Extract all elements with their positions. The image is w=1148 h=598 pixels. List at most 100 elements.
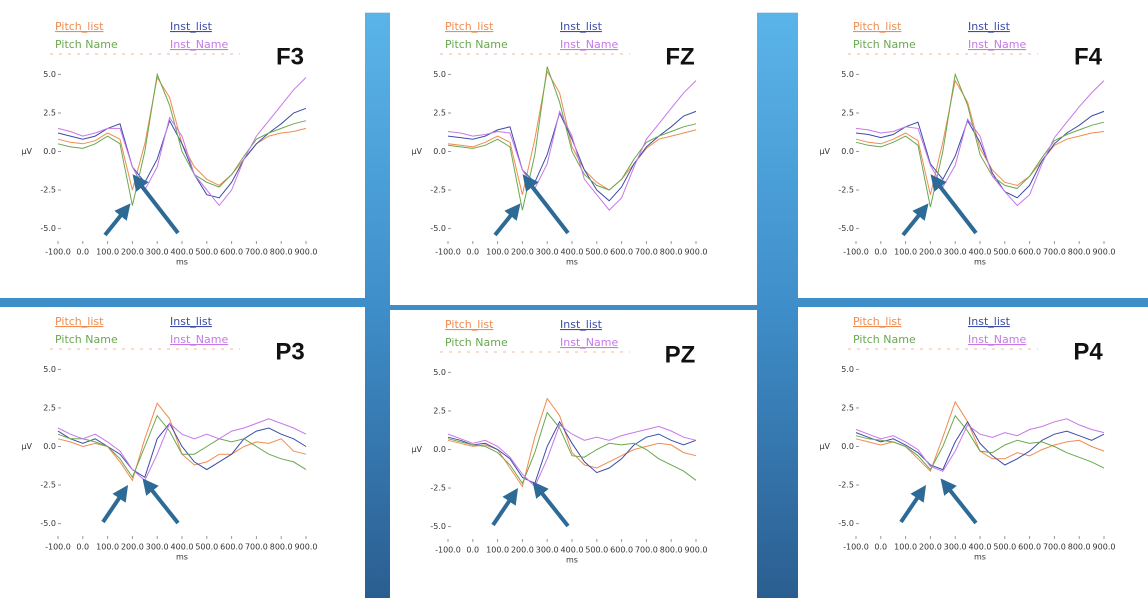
legend-entry: Inst_Name	[968, 38, 1026, 51]
x-tick-label: 500.0	[195, 248, 218, 257]
legend-entry: Pitch Name	[445, 38, 508, 51]
y-tick-label: 2.5	[43, 403, 56, 412]
legend-entry: Inst_list	[170, 20, 213, 33]
annotation-arrow	[899, 485, 927, 524]
x-tick-label: 200.0	[919, 543, 942, 552]
x-tick-label: 200.0	[121, 543, 144, 552]
series-line	[57, 76, 307, 191]
x-tick-label: 200.0	[511, 546, 534, 555]
x-tick-label: 400.0	[561, 546, 584, 555]
x-tick-label: 500.0	[993, 248, 1016, 257]
x-axis-label: ms	[974, 258, 986, 267]
x-tick-label: 100.0	[486, 546, 509, 555]
annotation-arrow	[532, 481, 570, 528]
series-line	[855, 79, 1105, 195]
x-tick-label: 200.0	[121, 248, 144, 257]
legend-entry: Pitch Name	[55, 333, 118, 346]
legend-entry: Pitch Name	[853, 333, 916, 346]
x-tick-label: 600.0	[220, 543, 243, 552]
y-axis-label: µV	[411, 147, 422, 156]
x-tick-label: 100.0	[96, 543, 119, 552]
y-tick-label: -5.0	[838, 519, 854, 528]
x-tick-label: 700.0	[1043, 248, 1066, 257]
y-tick-label: 0.0	[841, 442, 854, 451]
series-line	[447, 420, 697, 485]
x-tick-label: 400.0	[969, 248, 992, 257]
chart-panel: Pitch_list Inst_list Pitch Name Inst_Name FZ…	[390, 12, 757, 305]
legend-entry: Inst_list	[968, 20, 1011, 33]
chart-panel: Pitch_list Inst_list Pitch Name Inst_Name P4…	[798, 307, 1148, 598]
legend-entry: Inst_list	[560, 20, 603, 33]
chart-title: P3	[275, 338, 304, 365]
y-tick-label: 2.5	[433, 108, 446, 117]
x-tick-label: 700.0	[245, 543, 268, 552]
annotation-arrow	[940, 478, 978, 525]
y-tick-label: -2.5	[40, 186, 56, 195]
series-line	[57, 77, 307, 207]
chart-panel: Pitch_list Inst_list Pitch Name Inst_Name F3…	[0, 12, 365, 298]
series-line	[855, 80, 1105, 207]
annotation-arrow	[103, 203, 131, 237]
series-line	[57, 414, 307, 479]
annotation-arrow	[930, 174, 978, 235]
legend-entry: Inst_list	[560, 318, 603, 331]
x-tick-label: 700.0	[1043, 543, 1066, 552]
x-tick-label: 0.0	[466, 248, 479, 257]
series-line	[447, 397, 697, 488]
y-tick-label: 0.0	[43, 147, 56, 156]
x-tick-label: 100.0	[894, 543, 917, 552]
legend-entry: Pitch Name	[445, 336, 508, 349]
y-tick-label: 2.5	[43, 108, 56, 117]
y-axis-label: µV	[819, 147, 830, 156]
x-tick-label: 500.0	[993, 543, 1016, 552]
x-tick-label: 100.0	[894, 248, 917, 257]
x-tick-label: -100.0	[843, 543, 869, 552]
y-tick-label: -5.0	[40, 224, 56, 233]
y-tick-label: 5.0	[43, 365, 56, 374]
x-tick-label: 600.0	[220, 248, 243, 257]
x-tick-label: 300.0	[146, 248, 169, 257]
legend-entry: Inst_list	[968, 315, 1011, 328]
x-tick-label: 300.0	[536, 248, 559, 257]
y-axis-label: µV	[21, 147, 32, 156]
x-tick-label: 400.0	[171, 543, 194, 552]
chart-title: F4	[1074, 43, 1103, 70]
x-tick-label: 0.0	[874, 248, 887, 257]
x-tick-label: 500.0	[585, 248, 608, 257]
y-tick-label: -5.0	[430, 224, 446, 233]
y-tick-label: 5.0	[433, 70, 446, 79]
series-line	[447, 66, 697, 211]
y-tick-label: 2.5	[841, 108, 854, 117]
annotation-arrow	[142, 478, 180, 525]
x-axis-label: ms	[566, 556, 578, 565]
x-tick-label: 900.0	[685, 248, 708, 257]
x-tick-label: -100.0	[45, 543, 71, 552]
x-tick-label: 200.0	[919, 248, 942, 257]
annotation-arrow	[491, 488, 519, 527]
series-line	[855, 420, 1105, 471]
annotation-arrow	[101, 485, 129, 524]
x-tick-label: 800.0	[270, 248, 293, 257]
y-tick-label: 5.0	[841, 70, 854, 79]
x-tick-label: 800.0	[660, 546, 683, 555]
x-tick-label: 400.0	[171, 248, 194, 257]
chart-panel: Pitch_list Inst_list Pitch Name Inst_Name P3…	[0, 307, 365, 598]
x-tick-label: 700.0	[635, 546, 658, 555]
legend-entry: Pitch Name	[853, 38, 916, 51]
series-line	[57, 418, 307, 482]
legend-entry: Pitch_list	[853, 315, 902, 328]
annotation-arrow	[493, 203, 521, 237]
chart-title: PZ	[665, 341, 696, 368]
x-tick-label: 700.0	[245, 248, 268, 257]
x-tick-label: -100.0	[45, 248, 71, 257]
x-tick-label: 300.0	[536, 546, 559, 555]
x-tick-label: 700.0	[635, 248, 658, 257]
x-tick-label: 400.0	[561, 248, 584, 257]
y-axis-label: µV	[819, 442, 830, 451]
x-tick-label: 100.0	[486, 248, 509, 257]
x-tick-label: 800.0	[1068, 543, 1091, 552]
x-tick-label: 0.0	[466, 546, 479, 555]
x-axis-label: ms	[176, 553, 188, 562]
annotation-arrow	[901, 203, 929, 237]
legend-entry: Pitch Name	[55, 38, 118, 51]
